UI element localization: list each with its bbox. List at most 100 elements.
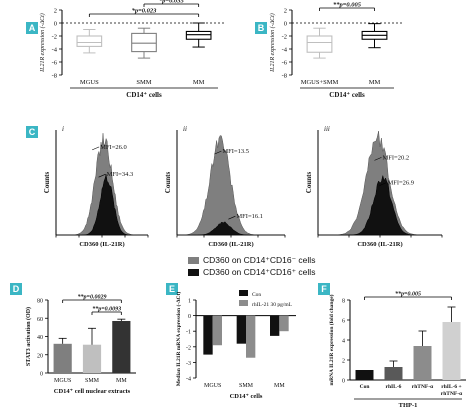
bar bbox=[203, 315, 213, 355]
histogram-cd16-positive bbox=[56, 174, 148, 236]
legend-c-swatch bbox=[188, 257, 199, 265]
x-category-label: SMM bbox=[239, 383, 254, 389]
x-category-label: MGUS+SMM bbox=[301, 79, 339, 86]
panel-letter-f: F bbox=[318, 283, 330, 295]
histogram-y-label: Counts bbox=[164, 172, 172, 194]
significance-label: **p=0.005 bbox=[395, 291, 421, 298]
bar bbox=[355, 370, 374, 380]
x-category-label: SMM bbox=[136, 79, 151, 86]
y-tick-label: 2 bbox=[54, 8, 57, 15]
y-tick-label: 2 bbox=[284, 8, 287, 15]
y-tick-label: 20 bbox=[37, 353, 43, 359]
y-tick-label: -4 bbox=[186, 377, 191, 383]
mfi-pointer bbox=[374, 157, 382, 161]
legend-c-swatch bbox=[188, 269, 199, 277]
bar bbox=[413, 346, 432, 380]
y-tick-label: 2 bbox=[342, 359, 345, 365]
y-tick-label: 0 bbox=[40, 372, 43, 378]
histogram-subpanel-label: i bbox=[62, 125, 64, 133]
histogram-cd16-positive bbox=[318, 175, 442, 236]
x-category-label: Con bbox=[360, 384, 370, 390]
mfi-pointer bbox=[379, 182, 387, 186]
mfi-label: MFI=20.2 bbox=[382, 154, 409, 161]
histogram-x-label: CD360 (IL-21R) bbox=[208, 241, 253, 248]
legend-e-label: Con bbox=[252, 292, 261, 298]
y-axis-label: STAT3 activation (OD) bbox=[25, 307, 32, 366]
x-category-label: rhIL-6 bbox=[386, 384, 402, 390]
x-category-label: MGUS bbox=[80, 79, 99, 86]
y-tick-label: 0 bbox=[284, 21, 287, 28]
mfi-label: MFI=34.3 bbox=[107, 171, 134, 178]
x-category-label: rhTNF-α bbox=[441, 391, 463, 397]
mfi-pointer bbox=[228, 215, 236, 220]
x-category-label: MGUS bbox=[54, 378, 71, 384]
legend-c: CD360 on CD14⁺CD16⁻ cells CD360 on CD14⁺… bbox=[188, 254, 315, 278]
legend-e-label: rhIL-21 30 pg/mL bbox=[252, 302, 293, 308]
significance-label: **p=0.005 bbox=[333, 2, 362, 9]
x-category-label: rhIL-6 + bbox=[441, 384, 461, 390]
legend-c-item: CD360 on CD14⁺CD16⁺ cells bbox=[188, 266, 315, 278]
legend-e-swatch bbox=[239, 290, 248, 296]
bar bbox=[82, 344, 102, 373]
y-tick-label: -6 bbox=[52, 60, 58, 67]
bar bbox=[270, 315, 280, 336]
y-tick-label: 1 bbox=[188, 299, 191, 305]
x-category-label: MM bbox=[116, 378, 127, 384]
y-tick-label: -4 bbox=[52, 47, 58, 54]
y-tick-label: 40 bbox=[37, 335, 43, 341]
x-category-label: rhTNF-α bbox=[412, 384, 434, 390]
panel-letter-c: C bbox=[26, 126, 38, 138]
x-category-label: MGUS bbox=[204, 383, 221, 389]
histogram-subpanel-label: ii bbox=[183, 125, 187, 133]
box bbox=[131, 32, 157, 53]
mfi-label: MFI=26.9 bbox=[387, 180, 414, 187]
y-tick-label: 4 bbox=[342, 339, 345, 345]
x-category-label: MM bbox=[369, 79, 381, 86]
x-axis-label: THP-1 bbox=[399, 402, 418, 409]
x-category-label: SMM bbox=[85, 378, 100, 384]
y-tick-label: 0 bbox=[342, 379, 345, 385]
panel-letter-e: E bbox=[166, 283, 178, 295]
box bbox=[306, 35, 333, 53]
significance-label: *p=0.035 bbox=[159, 0, 185, 5]
y-axis-label: IL21R expression (-ΔCt) bbox=[269, 13, 276, 73]
histogram-cd16-positive bbox=[177, 221, 285, 236]
legend-e-swatch bbox=[239, 300, 248, 306]
bar bbox=[112, 320, 131, 373]
y-tick-label: -8 bbox=[282, 73, 287, 80]
y-tick-label: 0 bbox=[54, 21, 57, 28]
y-tick-label: 0 bbox=[188, 314, 191, 320]
y-tick-label: 80 bbox=[37, 299, 43, 305]
bar bbox=[246, 315, 256, 358]
histogram-x-label: CD360 (IL-21R) bbox=[357, 241, 402, 248]
panel-letter-a: A bbox=[26, 22, 38, 34]
x-category-label: MM bbox=[274, 383, 285, 389]
mfi-pointer bbox=[98, 173, 106, 178]
bar bbox=[236, 315, 246, 344]
y-tick-label: -3 bbox=[186, 361, 191, 367]
histogram-y-label: Counts bbox=[305, 172, 313, 194]
legend-c-label: CD360 on CD14⁺CD16⁺ cells bbox=[203, 267, 316, 277]
histogram-subpanel-label: iii bbox=[324, 125, 330, 133]
y-tick-label: 6 bbox=[342, 319, 345, 325]
x-axis-label: CD14⁺ cells bbox=[230, 393, 263, 400]
y-tick-label: 8 bbox=[342, 299, 345, 305]
significance-label: **p=0.0093 bbox=[92, 306, 121, 313]
y-axis-label: Median IL21R mRNA expression (-ΔCt) bbox=[175, 292, 182, 387]
y-tick-label: -2 bbox=[282, 34, 287, 41]
legend-c-item: CD360 on CD14⁺CD16⁻ cells bbox=[188, 254, 315, 266]
bar bbox=[384, 367, 403, 380]
mfi-label: MFI=13.5 bbox=[222, 148, 249, 155]
bar bbox=[279, 315, 289, 332]
x-axis-label: CD14⁺ cell nuclear extracts bbox=[54, 388, 131, 395]
significance-label: *p=0.023 bbox=[132, 8, 158, 15]
mfi-label: MFI=16.1 bbox=[236, 213, 263, 220]
legend-c-label: CD360 on CD14⁺CD16⁻ cells bbox=[203, 255, 316, 265]
histogram-x-label: CD360 (IL-21R) bbox=[79, 241, 124, 248]
y-axis-label: mRNA IL21R expression (fold change) bbox=[328, 294, 335, 385]
y-tick-label: -4 bbox=[282, 47, 288, 54]
y-tick-label: -2 bbox=[186, 345, 191, 351]
mfi-pointer bbox=[92, 146, 100, 151]
panel-letter-b: B bbox=[255, 22, 267, 34]
